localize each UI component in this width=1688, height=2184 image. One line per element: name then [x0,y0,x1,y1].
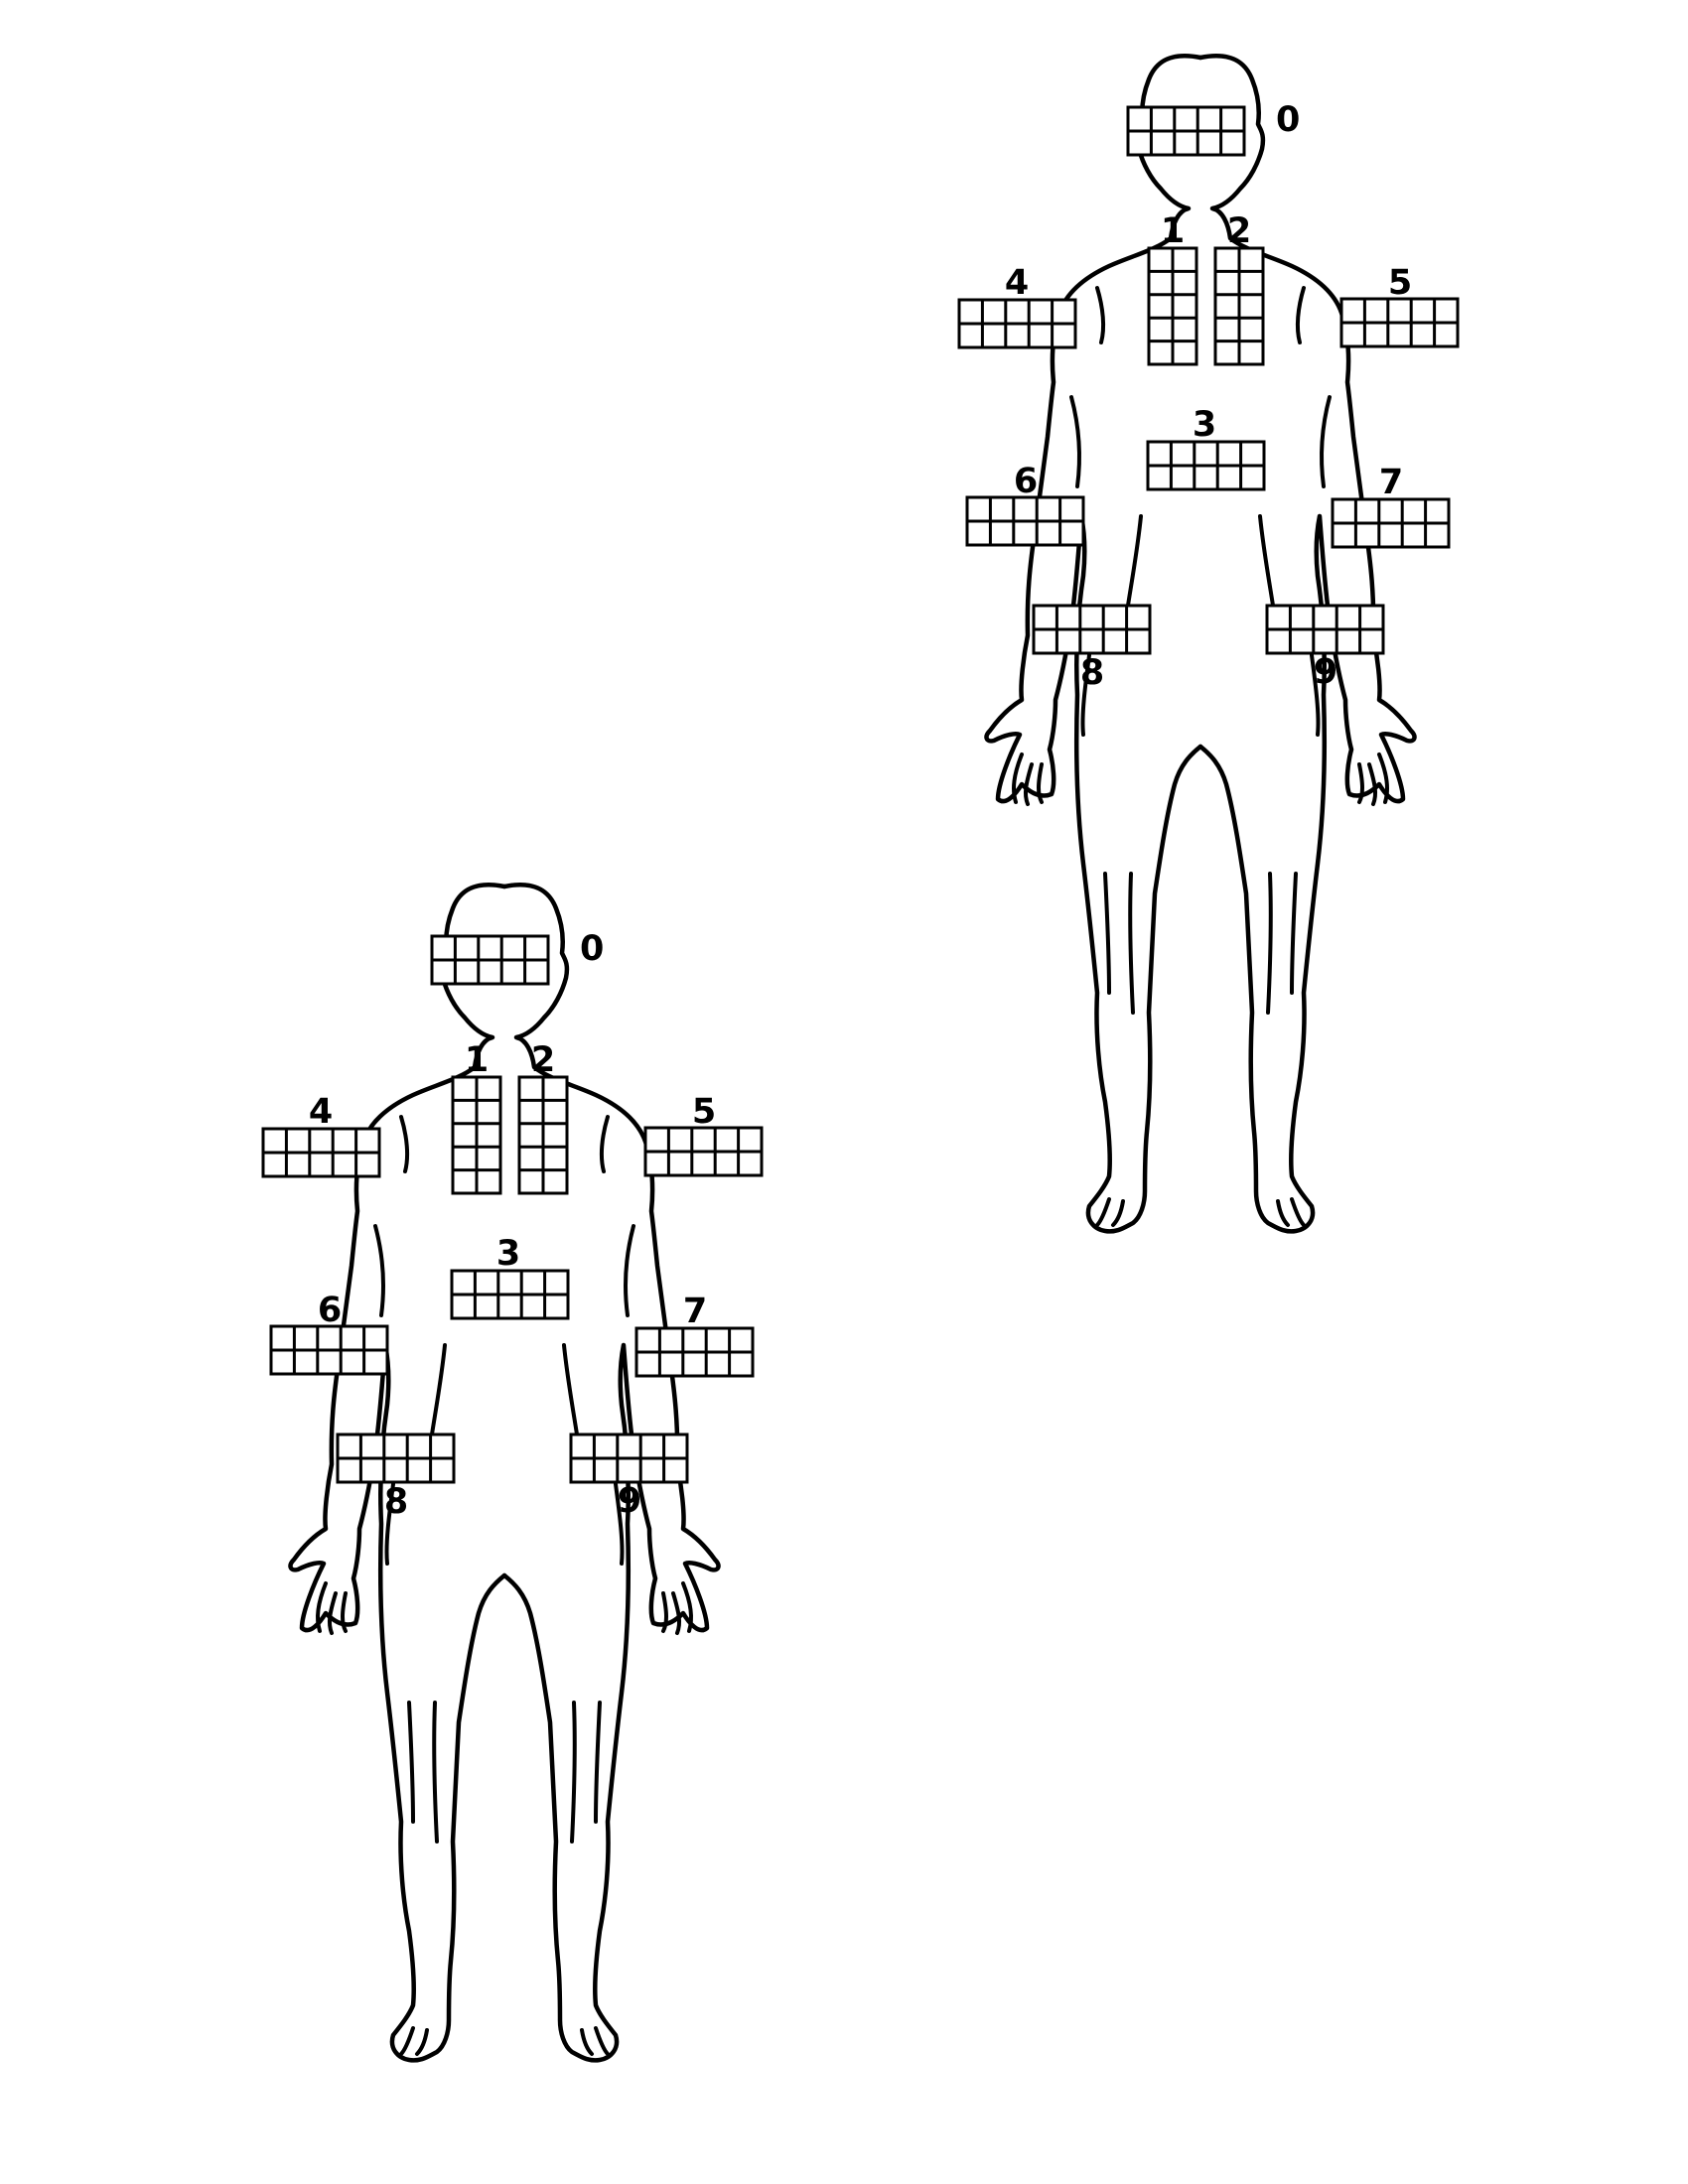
body-detail-right-0 [1295,286,1306,344]
body-detail-left-2 [384,1482,395,1566]
body-detail-left-1 [373,1224,385,1317]
zone-3-label: 3 [496,1234,520,1274]
zone-3-grid [450,1269,570,1320]
zone-0-grid [1126,105,1246,157]
body-detail-right-6 [1377,752,1389,804]
zone-4-label: 4 [309,1092,333,1132]
body-detail-right-8 [661,1591,668,1633]
zone-4-grid [261,1127,381,1178]
body-detail-right-0 [599,1115,610,1173]
zone-4-label: 4 [1005,263,1029,303]
body-detail-right-5 [594,1701,602,1824]
zone-5-grid [643,1126,764,1177]
zone-1-grid [1147,246,1198,366]
zone-8-grid [336,1433,456,1484]
zone-7-label: 7 [683,1292,707,1331]
zone-6-grid [269,1324,389,1376]
body-detail-left-8 [341,1591,348,1633]
body-detail-right-9 [580,2028,594,2056]
body-detail-left-10 [399,2026,415,2056]
zone-2-grid [517,1075,569,1195]
zone-9-grid [569,1433,689,1484]
zone-6-grid [965,495,1085,547]
figure-top-right: 0 1 2 3 4 5 6 7 8 9 [957,54,1460,1234]
body-detail-right-1 [624,1224,635,1317]
zone-5-label: 5 [692,1092,716,1132]
zone-7-grid [1331,497,1451,549]
body-detail-left-6 [316,1581,328,1633]
body-outline-right [501,883,721,2063]
body-outline-left [288,883,507,2063]
body-detail-left-7 [327,1591,338,1635]
zone-0-label: 0 [580,929,604,969]
zone-5-grid [1339,297,1460,348]
body-detail-left-7 [1023,762,1034,806]
body-detail-right-9 [1276,1199,1290,1227]
body-detail-left-6 [1012,752,1024,804]
body-detail-left-10 [1095,1197,1111,1227]
zone-0-label: 0 [1276,100,1300,140]
body-detail-right-10 [1290,1197,1306,1227]
body-outline-right [1197,54,1417,1234]
zone-0-grid [430,934,550,986]
zone-6-label: 6 [318,1291,342,1330]
zone-9-label: 9 [618,1481,641,1521]
body-detail-left-9 [415,2028,429,2056]
zone-8-label: 8 [1080,653,1104,693]
body-detail-right-7 [671,1591,682,1635]
body-detail-left-0 [1095,286,1106,344]
body-detail-right-7 [1367,762,1378,806]
body-detail-right-10 [594,2026,610,2056]
zone-2-label: 2 [1227,211,1251,251]
zone-1-label: 1 [465,1040,489,1080]
zone-1-grid [451,1075,502,1195]
zone-8-label: 8 [384,1482,408,1522]
body-detail-right-2 [614,1482,625,1566]
body-detail-right-8 [1357,762,1364,804]
zone-7-grid [634,1326,755,1378]
body-detail-right-4 [570,1701,577,1843]
body-detail-left-4 [1128,872,1135,1015]
zone-9-grid [1265,604,1385,655]
zone-9-label: 9 [1314,652,1337,692]
body-detail-left-4 [432,1701,439,1843]
zone-2-label: 2 [531,1040,555,1080]
body-detail-left-2 [1080,653,1091,737]
body-detail-left-5 [1103,872,1111,995]
body-detail-left-0 [399,1115,410,1173]
body-detail-right-2 [1310,653,1321,737]
body-detail-right-5 [1290,872,1298,995]
body-detail-left-8 [1037,762,1044,804]
body-detail-right-4 [1266,872,1273,1015]
zone-8-grid [1032,604,1152,655]
zone-6-label: 6 [1014,462,1038,501]
body-detail-left-1 [1069,395,1081,488]
zone-1-label: 1 [1161,211,1185,251]
zone-4-grid [957,298,1077,349]
zone-3-label: 3 [1193,405,1216,445]
body-detail-left-9 [1111,1199,1125,1227]
zone-2-grid [1213,246,1265,366]
figure-bottom-left: 0 1 2 3 4 5 6 7 8 9 [261,883,764,2063]
body-detail-left-5 [407,1701,415,1824]
zone-3-grid [1146,440,1266,491]
zone-7-label: 7 [1379,463,1403,502]
body-detail-right-6 [681,1581,693,1633]
body-detail-right-1 [1320,395,1332,488]
body-outline-left [984,54,1203,1234]
zone-5-label: 5 [1388,263,1412,303]
